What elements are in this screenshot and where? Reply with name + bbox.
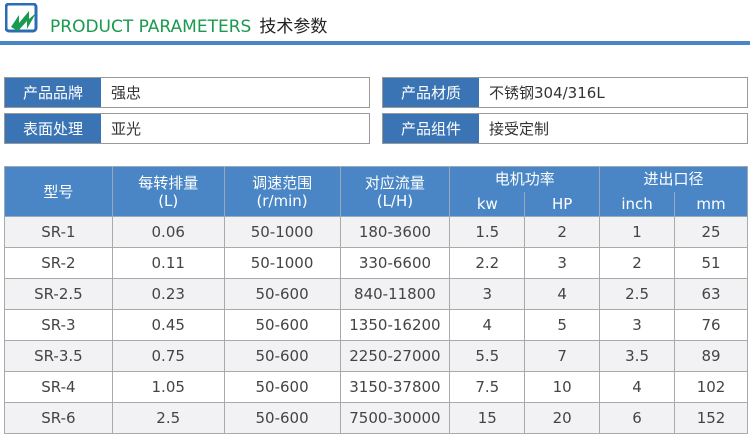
table-cell: 2250-27000 bbox=[339, 340, 451, 372]
info-value: 接受定制 bbox=[489, 120, 550, 138]
table-cell: 63 bbox=[674, 278, 748, 310]
table-cell: 7.5 bbox=[449, 371, 526, 403]
table-cell: 0.45 bbox=[111, 309, 225, 341]
table-cell: 51 bbox=[674, 247, 748, 279]
table-cell: 89 bbox=[674, 340, 748, 372]
header-inch: inch bbox=[599, 191, 676, 217]
title-en: PRODUCT PARAMETERS bbox=[50, 17, 252, 37]
table-cell: 4 bbox=[449, 309, 526, 341]
table-row: SR-2.5 0.23 50-600 840-11800 3 4 2.5 63 bbox=[4, 278, 748, 310]
table-cell: 50-600 bbox=[223, 402, 341, 434]
header-port: 进出口径 bbox=[599, 166, 748, 192]
table-cell: 1 bbox=[599, 216, 676, 248]
table-cell: 3150-37800 bbox=[339, 371, 451, 403]
table-cell: 50-1000 bbox=[223, 216, 341, 248]
header-speed: 调速范围 (r/min) bbox=[223, 166, 341, 217]
table-cell: 50-600 bbox=[223, 278, 341, 310]
table-cell: 2 bbox=[599, 247, 676, 279]
table-cell: 3 bbox=[599, 309, 676, 341]
info-value: 强忠 bbox=[111, 84, 142, 102]
table-cell: 6 bbox=[599, 402, 676, 434]
header-hp: HP bbox=[524, 191, 601, 217]
table-row: SR-3.5 0.75 50-600 2250-27000 5.5 7 3.5 89 bbox=[4, 340, 748, 372]
table-cell: SR-2 bbox=[4, 247, 113, 279]
table-cell: 1.5 bbox=[449, 216, 526, 248]
header-flow: 对应流量 (L/H) bbox=[339, 166, 451, 217]
table-cell: 5.5 bbox=[449, 340, 526, 372]
table-cell: 152 bbox=[674, 402, 748, 434]
table-row: SR-1 0.06 50-1000 180-3600 1.5 2 1 25 bbox=[4, 216, 748, 248]
table-cell: 2.5 bbox=[599, 278, 676, 310]
table-cell: SR-6 bbox=[4, 402, 113, 434]
table-cell: 5 bbox=[524, 309, 601, 341]
header-power: 电机功率 bbox=[449, 166, 601, 192]
table-cell: 102 bbox=[674, 371, 748, 403]
info-value: 亚光 bbox=[111, 120, 142, 138]
table-cell: 0.06 bbox=[111, 216, 225, 248]
table-cell: 3 bbox=[449, 278, 526, 310]
table-cell: 2.5 bbox=[111, 402, 225, 434]
info-label: 产品品牌 bbox=[5, 78, 101, 107]
table-cell: 840-11800 bbox=[339, 278, 451, 310]
info-material: 产品材质 不锈钢304/316L bbox=[382, 77, 748, 108]
page-title: PRODUCT PARAMETERS 技术参数 bbox=[50, 12, 327, 37]
info-label: 产品组件 bbox=[383, 114, 479, 143]
table-cell: SR-1 bbox=[4, 216, 113, 248]
table-cell: 50-600 bbox=[223, 371, 341, 403]
header-displacement: 每转排量 (L) bbox=[111, 166, 225, 217]
table-cell: 4 bbox=[524, 278, 601, 310]
table-cell: 50-600 bbox=[223, 340, 341, 372]
table-cell: 20 bbox=[524, 402, 601, 434]
header-model: 型号 bbox=[4, 166, 113, 217]
table-row: SR-3 0.45 50-600 1350-16200 4 5 3 76 bbox=[4, 309, 748, 341]
table-cell: 10 bbox=[524, 371, 601, 403]
table-cell: 2 bbox=[524, 216, 601, 248]
logo-icon bbox=[5, 3, 38, 33]
table-cell: 76 bbox=[674, 309, 748, 341]
table-cell: 50-600 bbox=[223, 309, 341, 341]
header-divider bbox=[0, 41, 750, 45]
table-cell: 4 bbox=[599, 371, 676, 403]
table-cell: SR-3.5 bbox=[4, 340, 113, 372]
table-row: SR-2 0.11 50-1000 330-6600 2.2 3 2 51 bbox=[4, 247, 748, 279]
table-cell: 50-1000 bbox=[223, 247, 341, 279]
table-cell: 2.2 bbox=[449, 247, 526, 279]
header-mm: mm bbox=[674, 191, 748, 217]
info-label: 表面处理 bbox=[5, 114, 101, 143]
header-kw: kw bbox=[449, 191, 526, 217]
table-row: SR-6 2.5 50-600 7500-30000 15 20 6 152 bbox=[4, 402, 748, 434]
info-value: 不锈钢304/316L bbox=[489, 84, 605, 102]
info-surface: 表面处理 亚光 bbox=[4, 113, 370, 144]
table-cell: 330-6600 bbox=[339, 247, 451, 279]
table-cell: 0.23 bbox=[111, 278, 225, 310]
table-cell: 1350-16200 bbox=[339, 309, 451, 341]
table-cell: 7 bbox=[524, 340, 601, 372]
table-cell: 180-3600 bbox=[339, 216, 451, 248]
table-row: SR-4 1.05 50-600 3150-37800 7.5 10 4 102 bbox=[4, 371, 748, 403]
info-components: 产品组件 接受定制 bbox=[382, 113, 748, 144]
table-cell: SR-3 bbox=[4, 309, 113, 341]
table-cell: SR-2.5 bbox=[4, 278, 113, 310]
table-cell: SR-4 bbox=[4, 371, 113, 403]
title-cn: 技术参数 bbox=[259, 17, 328, 37]
table-cell: 0.75 bbox=[111, 340, 225, 372]
info-brand: 产品品牌 强忠 bbox=[4, 77, 370, 108]
table-cell: 15 bbox=[449, 402, 526, 434]
info-label: 产品材质 bbox=[383, 78, 479, 107]
table-cell: 7500-30000 bbox=[339, 402, 451, 434]
table-cell: 3.5 bbox=[599, 340, 676, 372]
table-cell: 3 bbox=[524, 247, 601, 279]
parameters-table: 型号 每转排量 (L) 调速范围 (r/min) 对应流量 (L/H) 电机功率 进出… bbox=[4, 166, 748, 434]
table-cell: 25 bbox=[674, 216, 748, 248]
table-cell: 0.11 bbox=[111, 247, 225, 279]
table-cell: 1.05 bbox=[111, 371, 225, 403]
